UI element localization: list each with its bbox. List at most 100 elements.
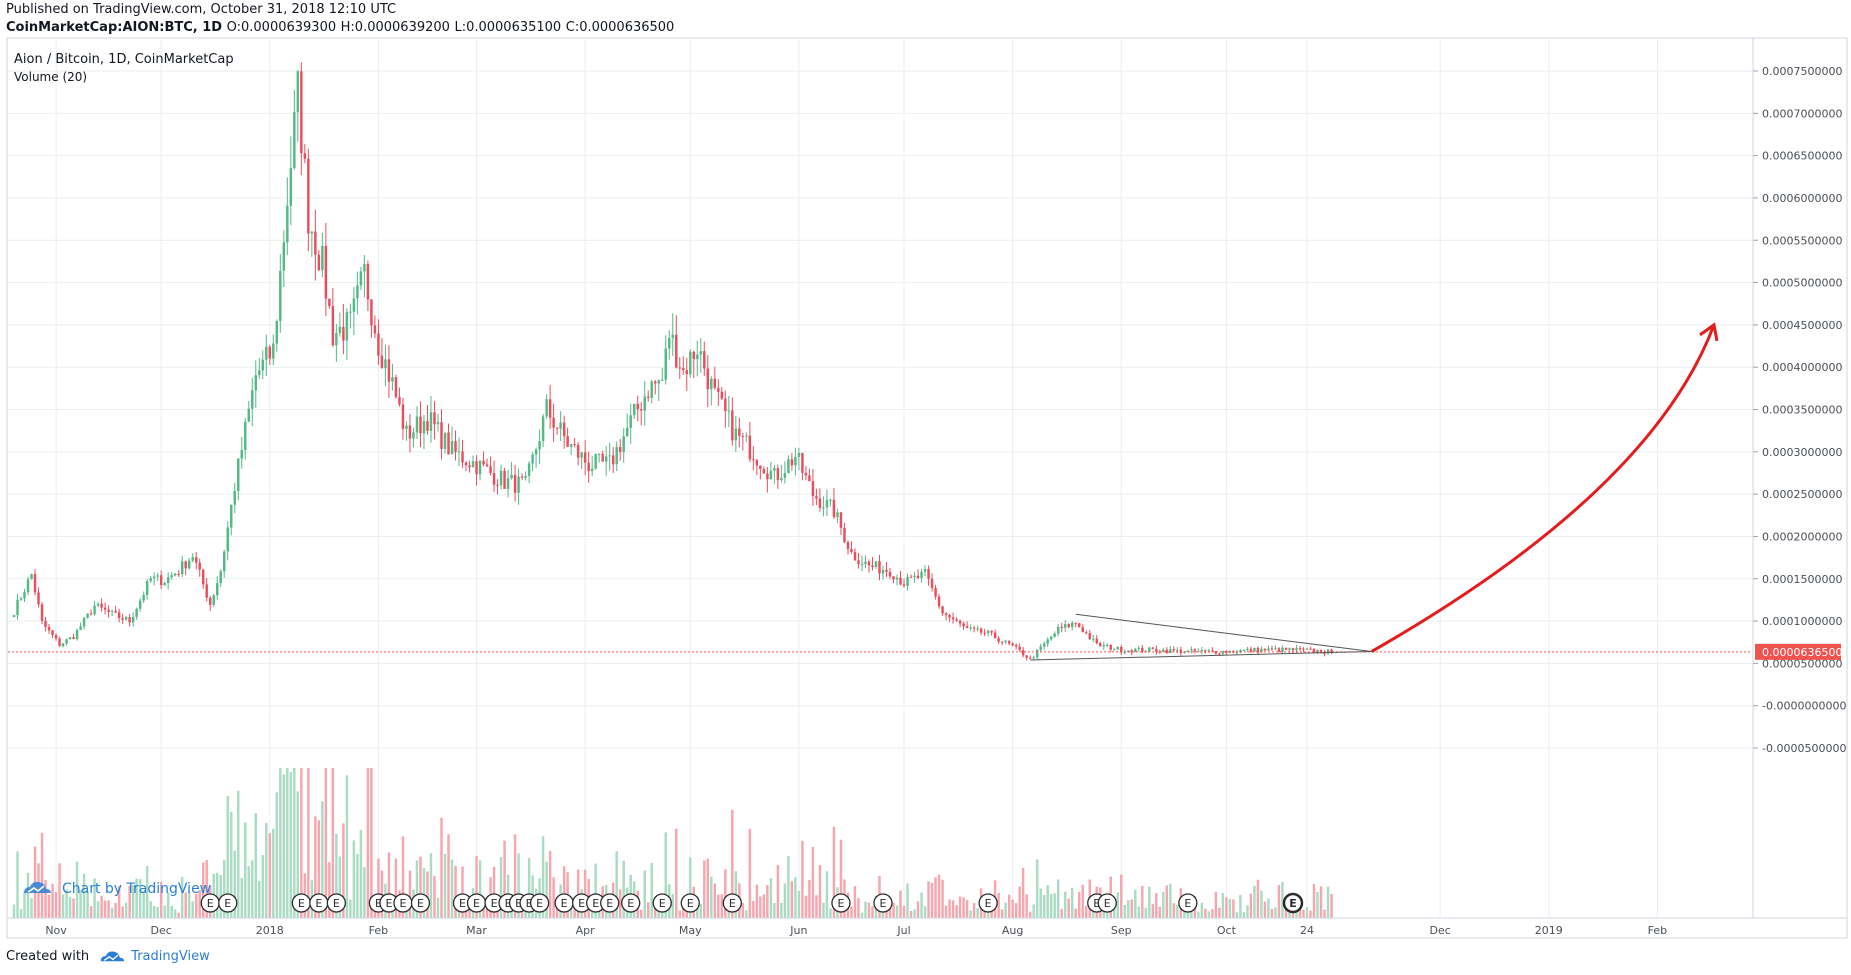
volume-bar [930,882,934,918]
time-tick-label: 2018 [256,924,284,937]
volume-bar [68,897,72,918]
tradingview-brand[interactable]: TradingView [99,948,210,964]
event-marker[interactable] [652,893,672,913]
time-axis[interactable]: Nov Dec 2018 Feb Mar Apr May Jun Jul Aug Sep Oct 24 D… [45,924,1667,937]
candle-body [1004,640,1007,642]
volume-bar [314,816,317,918]
candle-body [955,619,958,621]
event-marker[interactable] [326,893,347,913]
candle-body [1253,647,1256,652]
volume-bar [156,906,159,918]
candle-body [296,71,300,113]
event-marker[interactable] [1282,892,1304,914]
volume-bar [289,772,293,918]
candle-body [787,459,790,474]
forecast-arrow[interactable] [1370,324,1716,653]
price-tick-label: 0.0001000000 [1762,615,1842,628]
triangle-lower-line[interactable] [1030,651,1372,661]
candle-body [710,378,713,390]
volume-bar [1162,891,1165,918]
event-marker[interactable] [621,893,641,913]
volume-bar [955,905,958,918]
volume-bar [75,861,79,918]
event-marker[interactable] [529,893,550,913]
volume-bar [198,890,201,918]
event-marker[interactable] [831,893,851,913]
volume-bar [293,768,296,918]
event-marker[interactable] [722,893,742,913]
volume-bar [1134,889,1137,918]
ohlc-open: O:0.0000639300 [226,20,337,35]
candle-body [541,416,545,442]
volume-bar [773,902,776,918]
candle-body [86,613,89,618]
chart-frame [6,37,1848,939]
price-axis[interactable]: 0.0007500000 0.0007000000 0.0006500000 0.00… [1753,65,1846,755]
volume-bar [349,899,352,918]
time-tick-label: Oct [1217,924,1237,937]
volume-bar [755,884,759,918]
triangle-upper-line[interactable] [1075,613,1372,653]
candle-body [314,231,317,255]
candle-body [1214,651,1218,654]
candle-body [384,359,387,369]
tradingview-watermark[interactable]: Chart by TradingView [24,881,211,897]
candle-body [187,560,191,569]
candle-body [534,449,538,455]
volume-bar [138,879,142,918]
candle-body [780,477,783,481]
volume-bar [103,900,107,918]
volume-bar [1302,909,1305,918]
candle-body [194,557,198,563]
event-marker[interactable] [680,893,700,913]
volume-bar [983,906,986,918]
volume-bar [801,840,804,918]
price-tick-label: 0.0007500000 [1762,65,1842,78]
watermark-text: Chart by TradingView [62,881,211,897]
volume-bar [394,858,398,918]
volume-bar [135,878,138,918]
event-marker[interactable] [873,893,893,913]
volume-bar [576,869,580,918]
volume-bar [279,768,282,918]
candle-body [951,617,955,620]
candle-body [573,444,576,446]
candle-body [342,326,345,341]
event-marker[interactable] [978,893,998,913]
candle-body [1284,647,1288,650]
volume-bar [1085,906,1088,918]
event-marker[interactable] [600,893,620,913]
volume-bar [433,875,436,918]
candle-body [471,461,475,468]
last-price-label: 0.0000636500 [1762,646,1842,659]
candle-body [661,379,664,381]
volume-bar [275,792,279,918]
event-marker[interactable] [410,893,431,913]
candle-body [1295,648,1298,651]
volume-bar [1172,903,1176,918]
volume-bar [822,902,825,918]
candle-body [986,630,990,634]
volume-bar [338,856,342,918]
volume-bar [811,846,815,918]
event-marker[interactable] [218,893,238,913]
volume-bar [923,906,927,918]
volume-bar [678,910,681,918]
candle-body [1085,632,1088,634]
event-marker[interactable] [1178,893,1198,913]
candle-body [1032,657,1035,659]
candle-body [647,396,650,398]
candle-body [282,242,286,271]
candle-body [79,626,82,630]
volume-bar [1113,908,1116,918]
volume-bar [675,828,678,918]
candle-body [1113,649,1116,651]
event-marker[interactable] [1097,893,1117,913]
volume-bar [1204,908,1207,918]
time-tick-label: Feb [1648,924,1667,937]
candle-body [370,299,373,326]
candle-body [559,422,562,429]
candle-body [944,613,948,616]
volume-bar [261,855,265,918]
